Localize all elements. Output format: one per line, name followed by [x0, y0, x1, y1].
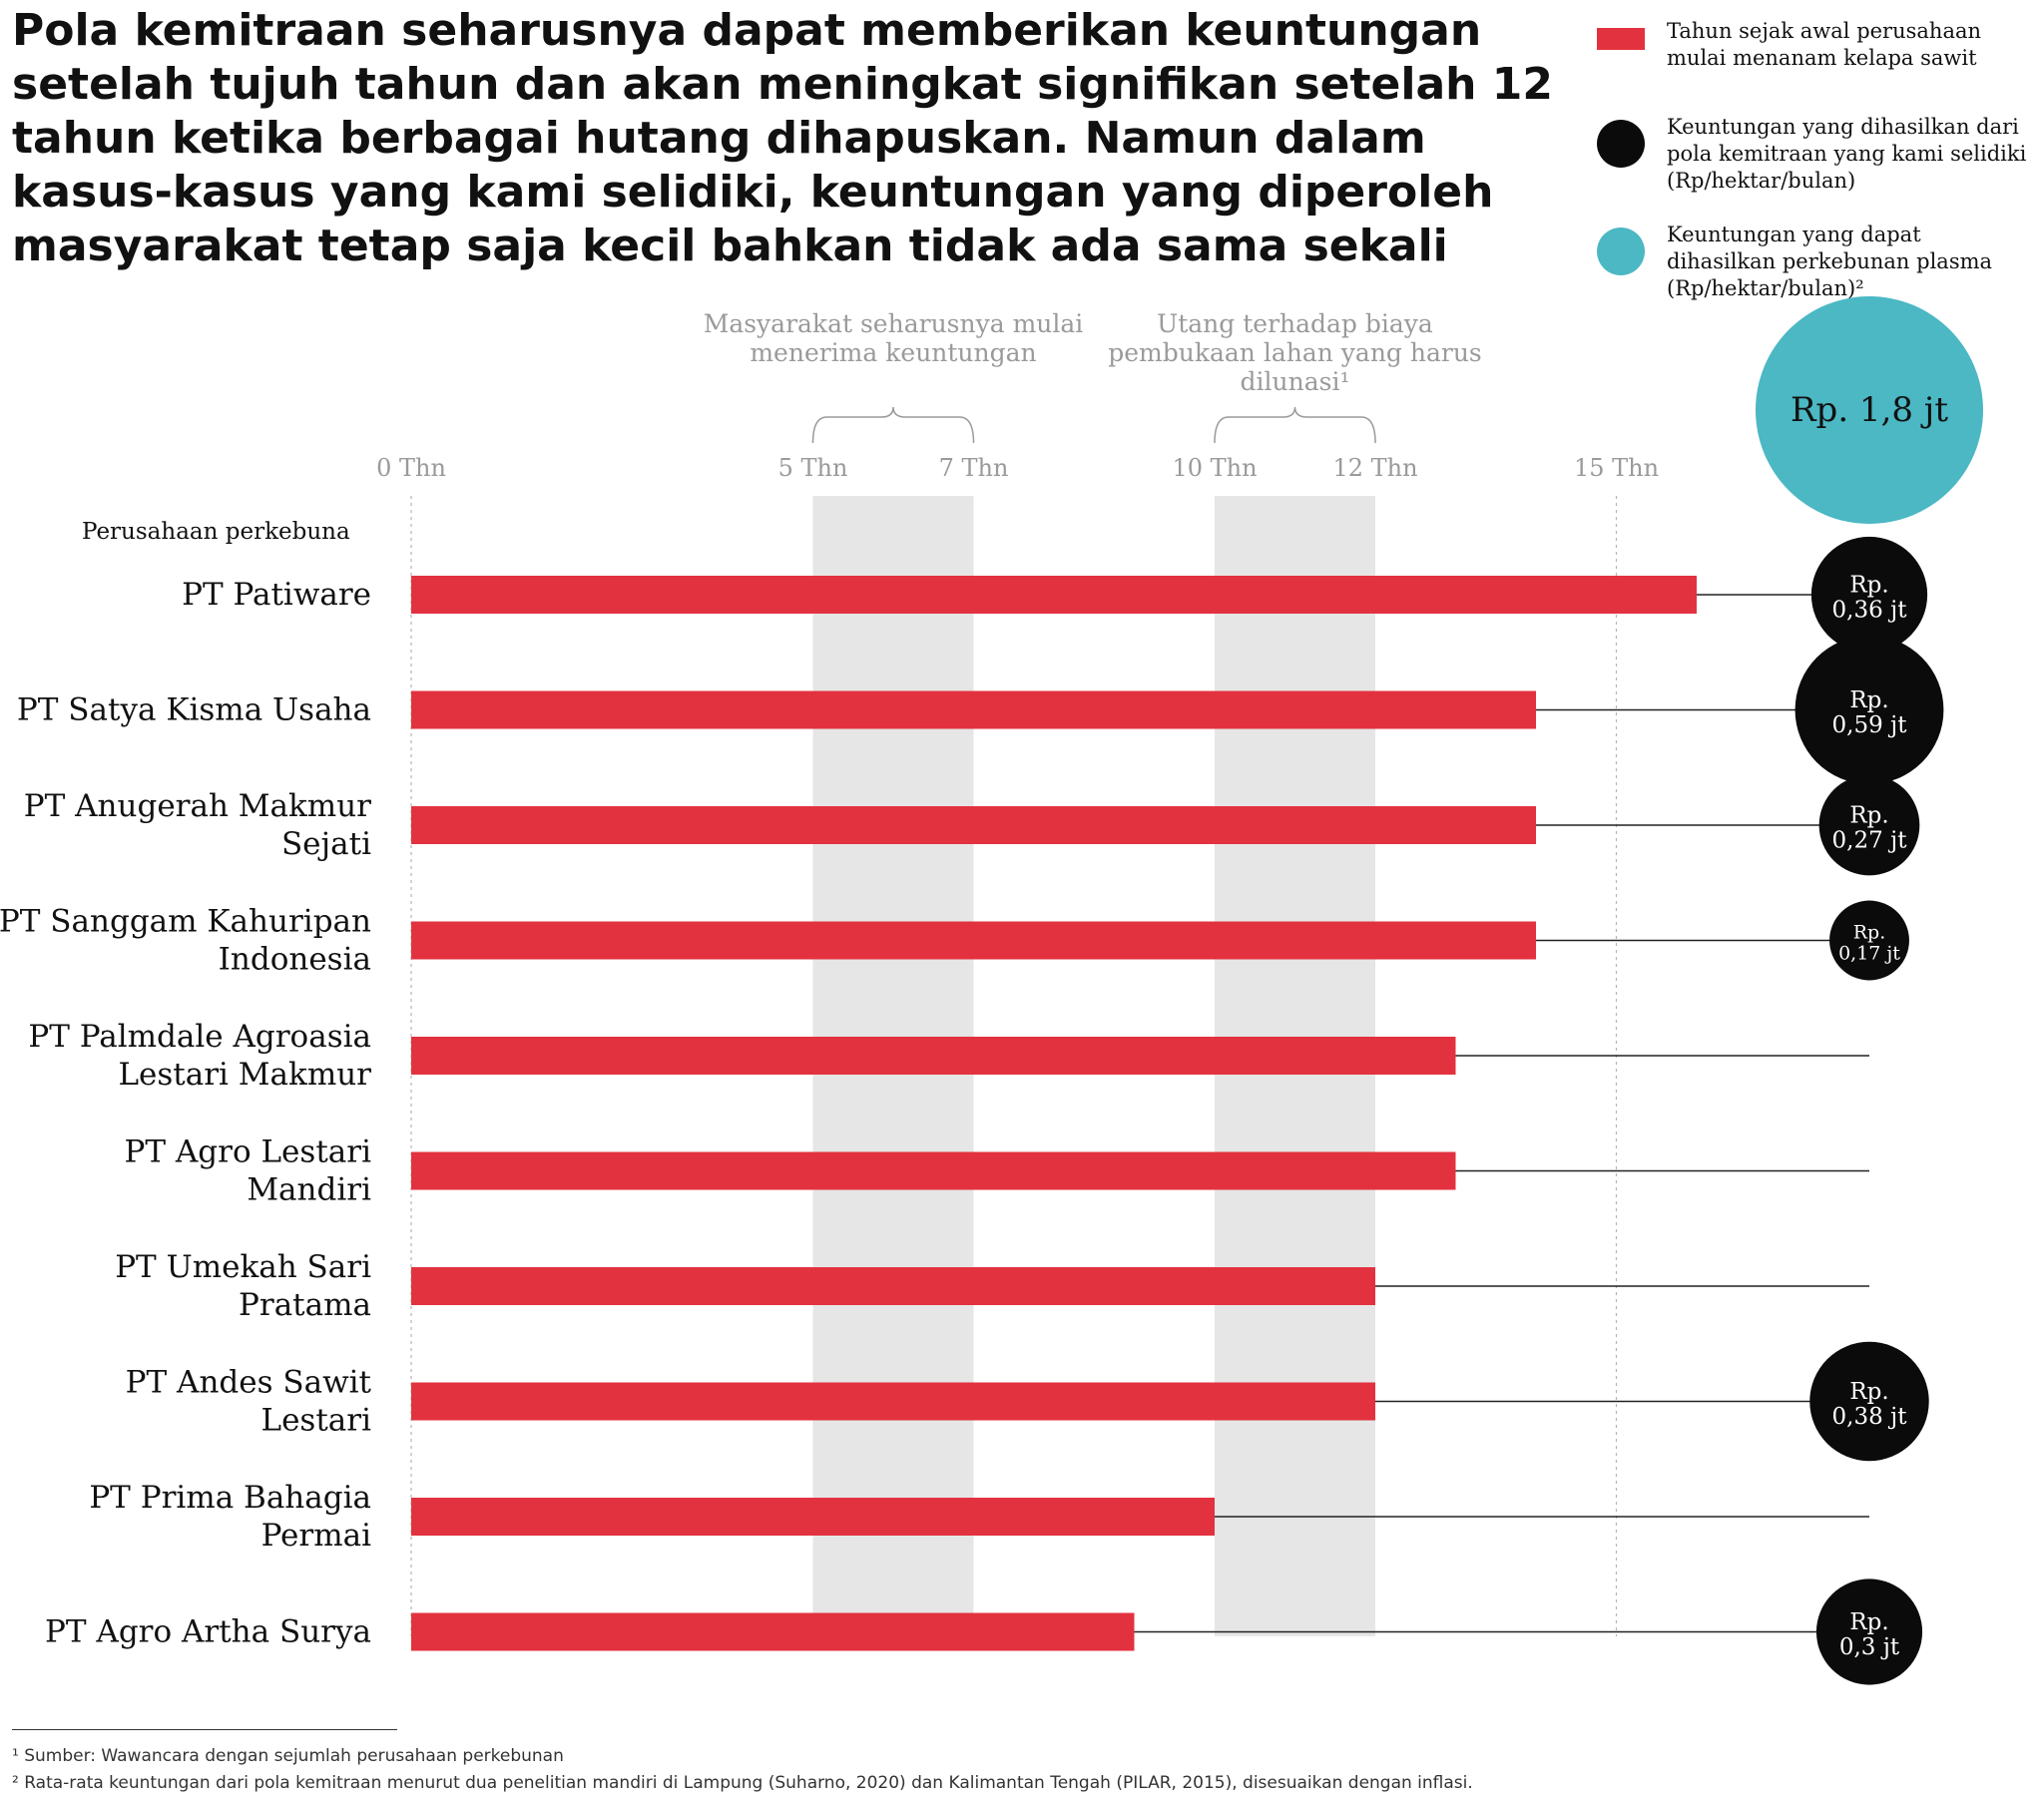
x-tick-label: 0 Thn: [376, 454, 446, 482]
legend-teal-circle-swatch: [1597, 227, 1645, 275]
bar-8: [411, 1382, 1375, 1421]
company-label: PT Palmdale Agroasia Lestari Makmur: [28, 1019, 371, 1093]
profit-circle-2: [1794, 636, 1944, 784]
bar-10: [411, 1612, 1135, 1651]
band-brace-1: [811, 406, 975, 444]
band-annotation-2: Utang terhadap biaya pembukaan lahan yang…: [1108, 309, 1482, 396]
profit-circle-4: [1829, 900, 1909, 981]
plasma-reference-label: Rp. 1,8 jt: [1790, 390, 1948, 430]
band-brace-2: [1214, 406, 1376, 444]
legend-bar-swatch: [1597, 28, 1645, 50]
profit-label-3: Rp. 0,27 jt: [1832, 803, 1908, 854]
company-label: PT Umekah Sari Pratama: [115, 1249, 371, 1323]
profit-circle-8: [1809, 1341, 1929, 1462]
x-tick-label: 10 Thn: [1172, 454, 1257, 482]
legend: Tahun sejak awal perusahaan mulai menana…: [1597, 18, 2036, 317]
footnote-2: ² Rata-rata keuntungan dari pola kemitra…: [12, 1773, 1473, 1793]
company-label: PT Satya Kisma Usaha: [17, 692, 371, 728]
profit-label-4: Rp. 0,17 jt: [1838, 922, 1900, 965]
bar-5: [411, 1037, 1456, 1075]
company-label: PT Sanggam Kahuripan Indonesia: [0, 904, 371, 978]
category-header: Perusahaan perkebuna: [82, 519, 350, 545]
bar-1: [411, 576, 1697, 614]
bar-7: [411, 1267, 1375, 1305]
profit-circle-10: [1815, 1578, 1923, 1685]
company-label: PT Anugerah Makmur Sejati: [24, 788, 371, 862]
bar-2: [411, 690, 1536, 729]
bar-9: [411, 1498, 1215, 1536]
bar-6: [411, 1151, 1456, 1190]
profit-circle-3: [1818, 774, 1920, 876]
profit-label-1: Rp. 0,36 jt: [1832, 573, 1908, 624]
headline: Pola kemitraan seharusnya dapat memberik…: [12, 5, 1554, 271]
footnote-divider: [12, 1729, 397, 1730]
legend-black-circle-label: Keuntungan yang dihasilkan dari pola kem…: [1667, 115, 2027, 193]
band-annotation-1: Masyarakat seharusnya mulai menerima keun…: [704, 309, 1084, 367]
x-tick-label: 15 Thn: [1574, 454, 1659, 482]
x-tick-label: 12 Thn: [1332, 454, 1417, 482]
legend-item-black-circle: Keuntungan yang dihasilkan dari pola kem…: [1597, 114, 2036, 222]
company-label: PT Agro Lestari Mandiri: [125, 1134, 372, 1208]
profit-label-2: Rp. 0,59 jt: [1832, 687, 1908, 738]
bar-3: [411, 806, 1536, 844]
x-tick-label: 7 Thn: [939, 454, 1009, 482]
company-label: PT Prima Bahagia Permai: [89, 1480, 371, 1554]
profit-circle-1: [1810, 536, 1928, 654]
legend-teal-circle-label: Keuntungan yang dapat dihasilkan perkebu…: [1667, 223, 1993, 300]
company-label: PT Patiware: [182, 577, 371, 613]
company-label: PT Andes Sawit Lestari: [126, 1365, 372, 1439]
x-tick-label: 5 Thn: [778, 454, 848, 482]
profit-label-10: Rp. 0,3 jt: [1839, 1609, 1900, 1660]
footnote-1: ¹ Sumber: Wawancara dengan sejumlah peru…: [12, 1746, 564, 1766]
legend-bar-label: Tahun sejak awal perusahaan mulai menana…: [1667, 19, 1982, 70]
profit-label-8: Rp. 0,38 jt: [1832, 1379, 1908, 1430]
legend-black-circle-swatch: [1597, 120, 1645, 168]
legend-item-teal-circle: Keuntungan yang dapat dihasilkan perkebu…: [1597, 222, 2036, 317]
plasma-reference-circle: [1756, 296, 1983, 524]
bar-4: [411, 921, 1536, 960]
company-label: PT Agro Artha Surya: [45, 1614, 371, 1650]
legend-item-bar: Tahun sejak awal perusahaan mulai menana…: [1597, 18, 2036, 114]
